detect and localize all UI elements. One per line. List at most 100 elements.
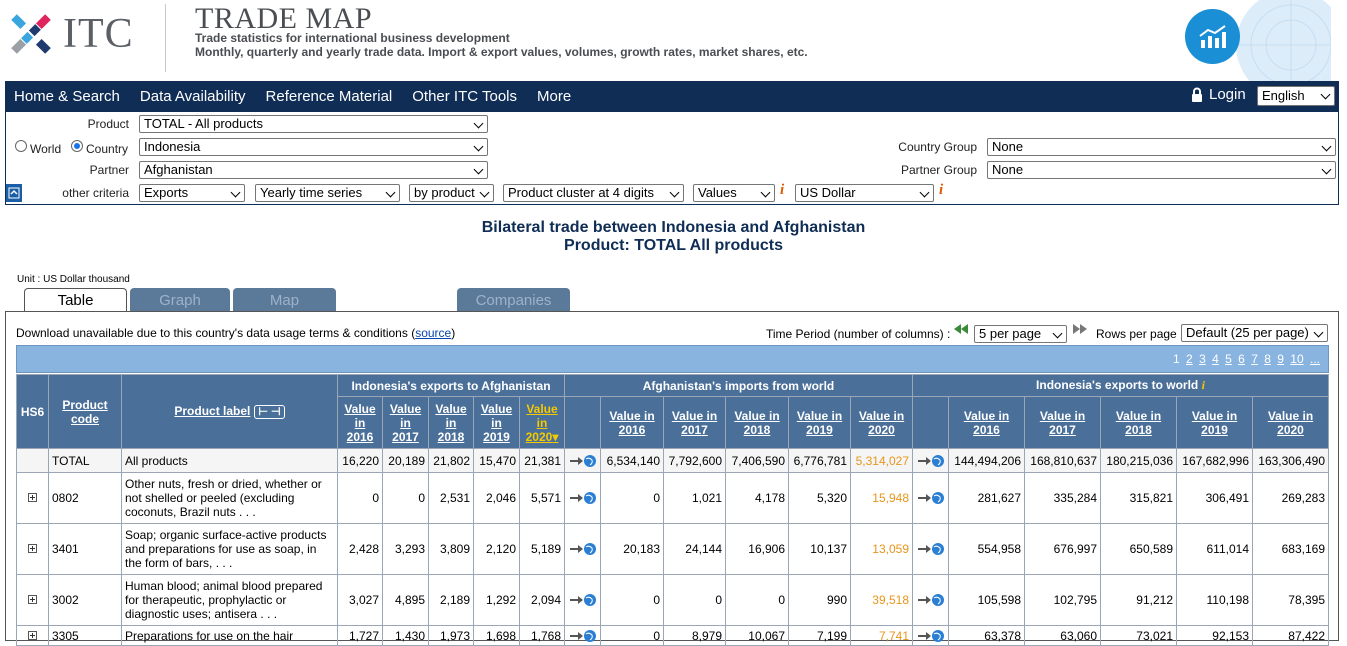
download-note-text: Download unavailable due to this country… [16, 326, 416, 340]
product-code-cell: 3002 [48, 574, 122, 626]
expand-cell[interactable] [16, 574, 49, 626]
map-link-cell[interactable] [564, 472, 601, 524]
map-link-icon[interactable] [917, 593, 945, 607]
nav-data-availability[interactable]: Data Availability [139, 88, 246, 105]
measure-info-icon[interactable]: i [780, 182, 785, 198]
expand-icon[interactable] [28, 544, 37, 553]
country-select[interactable]: Indonesia [139, 138, 488, 156]
map-link-cell[interactable] [912, 625, 949, 646]
country-radio[interactable] [71, 140, 83, 152]
info-icon[interactable]: i [1201, 378, 1205, 392]
tab-graph[interactable]: Graph [130, 288, 230, 312]
col-c-2018[interactable]: Value in 2018 [1100, 396, 1177, 449]
expand-cell[interactable] [16, 625, 49, 646]
nav-reference-material[interactable]: Reference Material [265, 88, 393, 105]
map-link-cell[interactable] [912, 472, 949, 524]
product-select[interactable]: TOTAL - All products [139, 115, 488, 133]
partner-group-select[interactable]: None [987, 161, 1336, 179]
page-link[interactable]: ... [1309, 352, 1320, 366]
value-cell: 990 [788, 574, 851, 626]
value-cell: 1,727 [337, 625, 383, 646]
page-link[interactable]: 5 [1225, 352, 1232, 366]
cluster-select[interactable]: Product cluster at 4 digits [503, 184, 684, 202]
map-link-cell[interactable] [564, 523, 601, 575]
itc-logo[interactable]: ITC [5, 6, 165, 62]
map-link-icon[interactable] [569, 454, 597, 468]
nav-more[interactable]: More [537, 88, 572, 105]
expand-icon[interactable] [28, 630, 37, 640]
map-link-icon[interactable] [917, 542, 945, 556]
nav-other-itc-tools[interactable]: Other ITC Tools [412, 88, 518, 105]
resize-column-icon[interactable]: ⊢ ⊣ [254, 405, 285, 419]
language-select[interactable]: English [1257, 86, 1335, 106]
col-b-2016[interactable]: Value in 2016 [600, 396, 664, 449]
page-link[interactable]: 10 [1290, 352, 1304, 366]
page-link[interactable]: 7 [1251, 352, 1258, 366]
next-period-icon[interactable] [1072, 323, 1088, 338]
page-link[interactable]: 6 [1238, 352, 1245, 366]
col-b-2018[interactable]: Value in 2018 [725, 396, 789, 449]
map-link-icon[interactable] [569, 542, 597, 556]
flow-select[interactable]: Exports [139, 184, 245, 202]
map-link-icon[interactable] [917, 629, 945, 643]
map-link-icon[interactable] [569, 491, 597, 505]
currency-select[interactable]: US Dollar [795, 184, 934, 202]
series-select[interactable]: Yearly time series [255, 184, 400, 202]
map-link-icon[interactable] [917, 454, 945, 468]
map-link-cell[interactable] [912, 574, 949, 626]
map-link-icon[interactable] [917, 491, 945, 505]
map-link-icon[interactable] [569, 593, 597, 607]
col-a-2017[interactable]: Value in 2017 [382, 396, 429, 449]
partner-select[interactable]: Afghanistan [139, 161, 488, 179]
map-col-c [912, 396, 949, 449]
value-cell: 0 [337, 472, 383, 524]
col-c-2019[interactable]: Value in 2019 [1176, 396, 1253, 449]
col-b-2019[interactable]: Value in 2019 [788, 396, 851, 449]
expand-cell[interactable] [16, 523, 49, 575]
col-a-2018[interactable]: Value in 2018 [428, 396, 474, 449]
col-b-2017[interactable]: Value in 2017 [663, 396, 726, 449]
col-c-2017[interactable]: Value in 2017 [1024, 396, 1101, 449]
col-a-2016[interactable]: Value in 2016 [337, 396, 383, 449]
nav-home-search[interactable]: Home & Search [14, 88, 120, 105]
map-link-cell[interactable] [912, 448, 949, 473]
product-code-header[interactable]: Product code [48, 374, 122, 449]
rows-per-page-select[interactable]: Default (25 per page) [1181, 324, 1328, 342]
page-link[interactable]: 9 [1277, 352, 1284, 366]
expand-icon[interactable] [28, 493, 37, 502]
trade-map-title[interactable]: TRADE MAP [195, 2, 373, 35]
map-link-cell[interactable] [564, 448, 601, 473]
map-link-cell[interactable] [912, 523, 949, 575]
page-link[interactable]: 3 [1199, 352, 1206, 366]
expand-cell[interactable] [16, 472, 49, 524]
col-a-2020-sorted[interactable]: Value in 2020▾ [519, 396, 565, 449]
value-cell: 24,144 [663, 523, 726, 575]
page-link[interactable]: 4 [1212, 352, 1219, 366]
map-link-icon[interactable] [569, 629, 597, 643]
trade-chart-badge-icon[interactable] [1185, 9, 1240, 64]
tab-map[interactable]: Map [233, 288, 336, 312]
source-link[interactable]: source [415, 326, 452, 340]
country-group-select[interactable]: None [987, 138, 1336, 156]
map-link-cell[interactable] [564, 625, 601, 646]
by-select[interactable]: by product [409, 184, 494, 202]
col-a-2019[interactable]: Value in 2019 [473, 396, 520, 449]
col-c-2016[interactable]: Value in 2016 [948, 396, 1025, 449]
page-link[interactable]: 8 [1264, 352, 1271, 366]
product-label-header[interactable]: Product label ⊢ ⊣ [121, 374, 338, 449]
col-c-2020[interactable]: Value in 2020 [1252, 396, 1329, 449]
currency-info-icon[interactable]: i [939, 182, 944, 198]
page-link[interactable]: 2 [1186, 352, 1193, 366]
world-radio[interactable] [15, 140, 27, 152]
measure-select[interactable]: Values [693, 184, 775, 202]
page-link[interactable]: 1 [1173, 352, 1180, 366]
expand-icon[interactable] [28, 595, 37, 604]
previous-period-icon[interactable] [953, 323, 969, 338]
map-link-cell[interactable] [564, 574, 601, 626]
collapse-criteria-icon[interactable] [6, 184, 22, 202]
login-button[interactable]: Login [1191, 86, 1246, 103]
tab-companies[interactable]: Companies [457, 288, 570, 312]
col-b-2020[interactable]: Value in 2020 [850, 396, 913, 449]
columns-per-page-select[interactable]: 5 per page [974, 325, 1067, 343]
tab-table[interactable]: Table [24, 288, 127, 312]
